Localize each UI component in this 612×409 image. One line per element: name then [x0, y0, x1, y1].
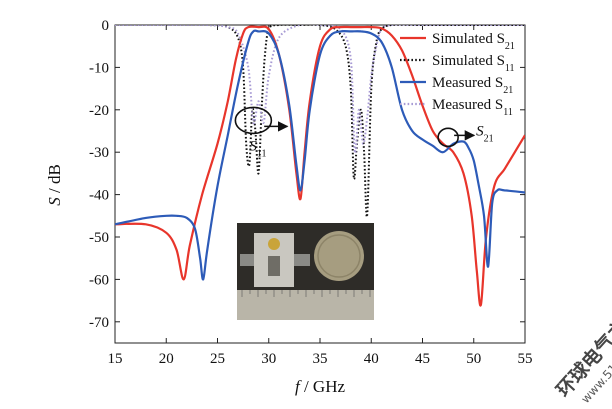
legend-label-sub: 11	[503, 107, 513, 118]
y-tick-label: 0	[102, 18, 110, 34]
x-axis-ticks: 15 20 25 30 35 40 45 50 55	[108, 25, 533, 367]
series-line-measured-s11	[115, 25, 525, 154]
y-tick-label: -50	[89, 230, 109, 246]
x-tick-label: 15	[108, 351, 123, 367]
legend-label-sub: 21	[503, 85, 513, 96]
photo-coin-rim	[317, 234, 361, 278]
photo-ruler-ticks	[241, 290, 371, 297]
x-tick-label: 20	[159, 351, 174, 367]
watermark: 环球电气之家 www.51spec.com	[552, 300, 612, 405]
annotation-label-base: S	[476, 123, 484, 139]
legend-label-simulated-s21: Simulated S21	[432, 31, 515, 52]
legend-label-base: Measured S	[432, 75, 503, 91]
legend-label-simulated-s11: Simulated S11	[432, 53, 515, 74]
x-axis-title: f / GHz	[295, 377, 346, 396]
y-tick-label: -70	[89, 315, 109, 331]
x-tick-label: 50	[466, 351, 481, 367]
photo-coin	[314, 231, 364, 281]
y-axis-ticks: 0 -10 -20 -30 -40 -50 -60 -70	[89, 18, 525, 331]
series-layer	[115, 25, 525, 307]
photo-ruler	[237, 290, 374, 320]
x-tick-label: 25	[210, 351, 225, 367]
photo-connector-right	[294, 254, 310, 266]
legend-label-measured-s11: Measured S11	[432, 97, 513, 118]
y-tick-label: -30	[89, 145, 109, 161]
annotation-label-s11: S11	[249, 138, 266, 159]
legend-label-sub: 21	[505, 41, 515, 52]
legend-label-base: Simulated S	[432, 31, 505, 47]
annotation-label-s21: S21	[476, 123, 494, 144]
x-tick-label: 35	[313, 351, 328, 367]
annotation-ellipse	[437, 127, 459, 148]
x-tick-label: 30	[261, 351, 276, 367]
x-tick-label: 40	[364, 351, 379, 367]
legend-label-base: Simulated S	[432, 53, 505, 69]
photo-connector-left	[240, 254, 254, 266]
series-line-simulated-s21	[115, 25, 525, 307]
legend-label-sub: 11	[505, 63, 515, 74]
y-tick-label: -20	[89, 103, 109, 119]
annotation-label-sub: 21	[484, 133, 494, 144]
y-tick-label: -40	[89, 188, 109, 204]
annotation-label-base: S	[249, 138, 257, 154]
y-tick-label: -10	[89, 60, 109, 76]
annotation-label-sub: 11	[257, 148, 267, 159]
annotation-ellipse	[234, 106, 273, 135]
series-line-measured-s21	[115, 29, 525, 281]
x-tick-label: 45	[415, 351, 430, 367]
photo-device-slot	[268, 256, 280, 276]
y-tick-label: -60	[89, 272, 109, 288]
legend-label-measured-s21: Measured S21	[432, 75, 513, 96]
x-tick-label: 55	[518, 351, 533, 367]
photo-device-core	[268, 238, 280, 250]
y-axis-title: S / dB	[45, 164, 64, 206]
legend-label-base: Measured S	[432, 97, 503, 113]
inset-photo	[237, 223, 374, 320]
